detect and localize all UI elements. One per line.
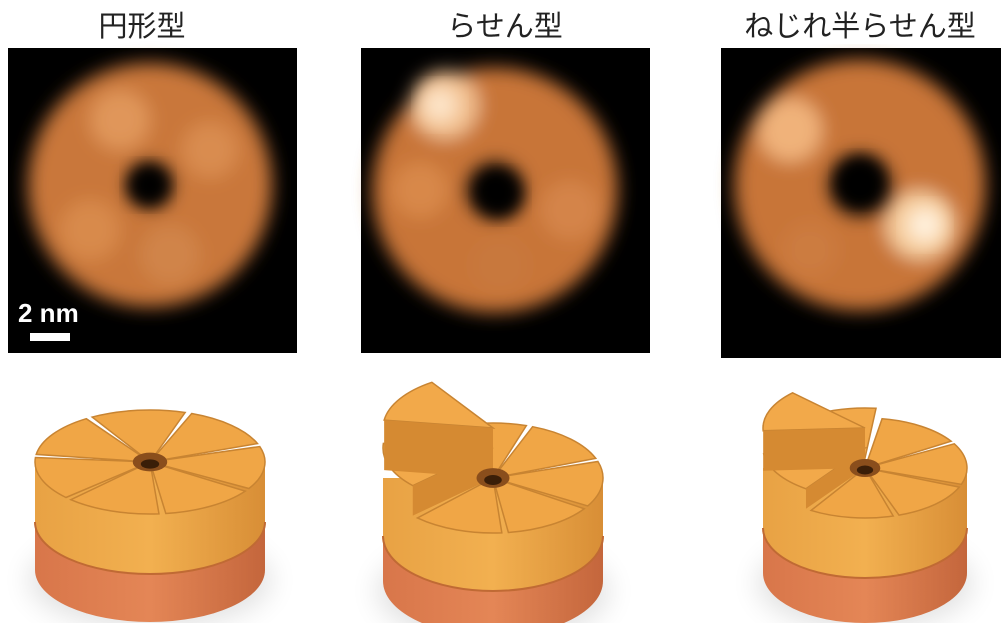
layer-edge	[762, 527, 968, 579]
subunit-top	[864, 442, 968, 486]
subunit-top	[863, 417, 953, 470]
subunit-top	[90, 409, 187, 464]
scale-bar	[30, 333, 70, 341]
panel-title: 円形型	[98, 9, 185, 43]
subunit-top	[491, 425, 598, 480]
subunit-top	[149, 445, 266, 490]
afm-image	[361, 48, 650, 353]
protein-model	[377, 381, 609, 623]
protein-model	[757, 391, 973, 623]
panel-title: ねじれ半らせん型	[744, 9, 975, 43]
center-hole-inner	[484, 475, 502, 485]
scale-bar-label: 2 nm	[18, 298, 79, 328]
layer-edge	[34, 521, 266, 575]
subunit-top	[148, 460, 247, 515]
subunit-side	[763, 428, 865, 471]
models	[29, 381, 973, 623]
center-hole-inner	[140, 459, 160, 469]
afm-image	[721, 48, 1001, 358]
subunit-top	[492, 460, 604, 507]
subunit-top	[383, 381, 496, 429]
subunit-top	[415, 476, 503, 534]
subunit-top	[809, 466, 895, 519]
subunit-top	[491, 476, 586, 534]
subunit-top	[35, 417, 153, 463]
afm-image: 2 nm	[8, 48, 297, 353]
center-hole-inner	[856, 465, 874, 475]
layer-edge	[382, 535, 604, 592]
subunit-top	[68, 460, 160, 515]
subunit-top	[148, 412, 259, 464]
panel-title: らせん型	[447, 9, 562, 43]
subunit-top	[34, 456, 151, 499]
subunit-top	[762, 391, 866, 432]
subunit-side	[384, 420, 493, 478]
subunit-top	[863, 466, 961, 516]
protein-model	[29, 409, 271, 623]
